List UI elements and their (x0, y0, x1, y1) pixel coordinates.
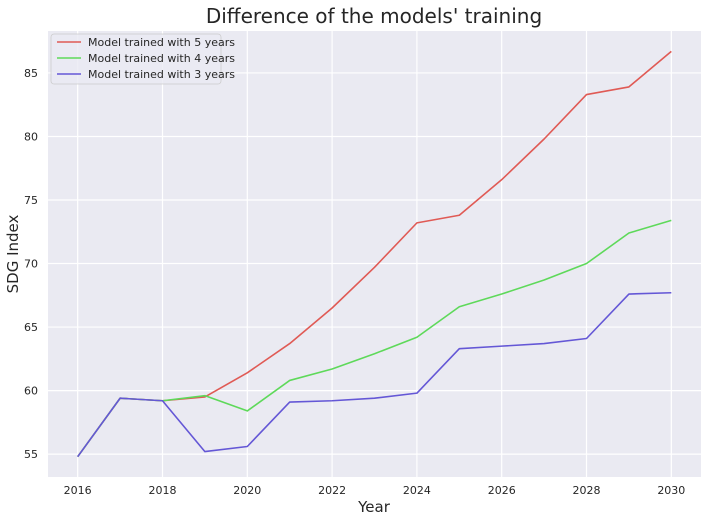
grid-lines (48, 31, 701, 477)
series-lines (77, 50, 672, 458)
y-tick-label: 75 (24, 194, 38, 207)
plot-area (48, 31, 701, 477)
x-tick-label: 2028 (573, 484, 601, 497)
legend-box (50, 33, 222, 85)
legend-label: Model trained with 4 years (88, 52, 235, 65)
legend: Model trained with 5 years Model trained… (50, 33, 235, 85)
y-tick-label: 85 (24, 67, 38, 80)
series-line-3 (77, 291, 672, 458)
x-tick-label: 2026 (488, 484, 516, 497)
x-tick-label: 2020 (233, 484, 261, 497)
legend-entry-5-years: Model trained with 5 years (57, 36, 235, 49)
x-tick-label: 2016 (64, 484, 92, 497)
legend-label: Model trained with 3 years (88, 68, 235, 81)
x-tick-label: 2018 (148, 484, 176, 497)
x-tick-label: 2030 (657, 484, 685, 497)
x-axis-ticks: 2016 2018 2020 2022 2024 2026 2028 2030 (64, 484, 686, 497)
y-axis-label: SDG Index (4, 215, 22, 294)
series-line-2 (77, 219, 672, 458)
legend-entry-3-years: Model trained with 3 years (57, 68, 235, 81)
y-tick-label: 70 (24, 258, 38, 271)
x-tick-label: 2022 (318, 484, 346, 497)
legend-entry-4-years: Model trained with 4 years (57, 52, 235, 65)
y-tick-label: 60 (24, 385, 38, 398)
x-tick-label: 2024 (403, 484, 431, 497)
y-tick-label: 55 (24, 448, 38, 461)
chart-title: Difference of the models' training (206, 4, 542, 28)
y-tick-label: 65 (24, 321, 38, 334)
x-axis-label: Year (357, 498, 391, 516)
y-axis-ticks: 55 60 65 70 75 80 85 (24, 67, 38, 461)
legend-label: Model trained with 5 years (88, 36, 235, 49)
y-tick-label: 80 (24, 130, 38, 143)
